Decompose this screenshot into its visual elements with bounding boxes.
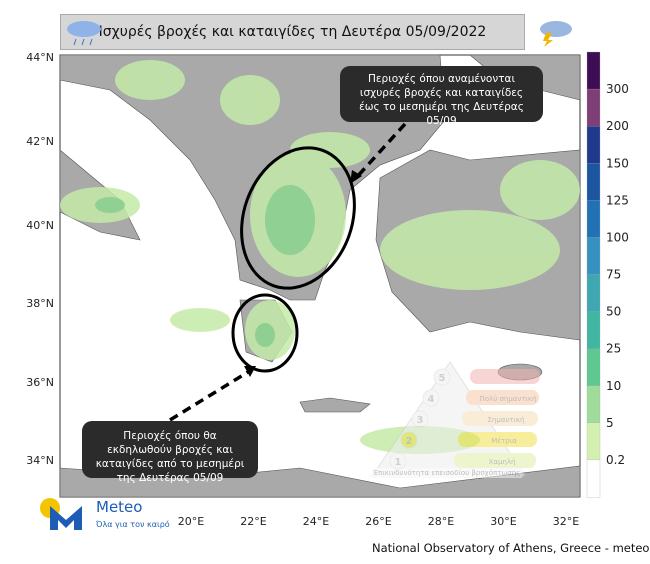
storm-icon [540, 21, 572, 47]
lon-label: 30°E [490, 515, 516, 528]
risk-bar [458, 432, 537, 447]
risk-number: 2 [406, 436, 413, 447]
colorbar-swatch [586, 126, 601, 164]
arrow [169, 370, 249, 422]
risk-caption: Επικινδυνότητα επεισοδίου βροχόπτωσης [374, 469, 521, 477]
risk-number: 4 [428, 394, 435, 405]
colorbar-swatch [586, 51, 601, 90]
risk-label: Μέτρια [491, 437, 517, 445]
highlight-ellipse [231, 293, 299, 373]
colorbar-swatch [586, 459, 601, 498]
risk-badge [411, 410, 429, 428]
risk-bar [466, 390, 539, 405]
arrowhead [350, 170, 362, 184]
lat-label: 38°N [26, 297, 54, 310]
risk-number: 5 [439, 373, 446, 384]
lon-label: 26°E [365, 515, 391, 528]
risk-number: 3 [417, 415, 424, 426]
risk-badge [389, 452, 407, 470]
colorbar-label: 50 [606, 305, 621, 319]
colorbar-swatch [586, 163, 601, 201]
risk-label: Σημαντική [488, 416, 525, 424]
risk-bar [470, 369, 540, 384]
logo-tagline: Όλα για τον καιρό [95, 519, 170, 529]
heavy-rain [95, 185, 315, 347]
lon-label: 28°E [428, 515, 454, 528]
highlight-ellipse [240, 146, 356, 290]
risk-number: 1 [395, 457, 402, 468]
colorbar-swatch [586, 311, 601, 350]
risk-label: Χαμηλή [489, 458, 516, 466]
colorbar-swatch [586, 200, 601, 239]
arrow [354, 122, 407, 180]
colorbar-label: 10 [606, 379, 621, 393]
colorbar-label: 125 [606, 193, 629, 207]
colorbar-label: 150 [606, 156, 629, 170]
caption-bg [372, 468, 522, 478]
risk-badge [400, 431, 418, 449]
rain-icon [67, 21, 101, 46]
risk-badge [433, 368, 451, 386]
risk-pyramid: Επικινδυνότητα επεισοδίου βροχόπτωσης 54… [371, 361, 540, 478]
risk-label: Πολύ σημαντική [480, 395, 537, 403]
logo: Meteo Όλα για τον καιρό [40, 498, 170, 530]
colorbar-label: 300 [606, 82, 629, 96]
colorbar-label: 25 [606, 342, 621, 356]
colorbar-swatch [586, 88, 601, 127]
logo-name: Meteo [96, 498, 142, 516]
colorbar-label: 200 [606, 119, 629, 133]
colorbar-swatch [586, 385, 601, 424]
lon-label: 24°E [303, 515, 329, 528]
colorbar-swatch [586, 348, 601, 387]
colorbar-swatch [586, 237, 601, 276]
lon-label: 32°E [553, 515, 579, 528]
lat-label: 36°N [26, 376, 54, 389]
colorbar-label: 5 [606, 416, 614, 430]
risk-bar [462, 411, 538, 426]
colorbar-label: 100 [606, 230, 629, 244]
colorbar-swatch [586, 274, 601, 313]
lat-label: 42°N [26, 135, 54, 148]
colorbar-label: 75 [606, 268, 621, 282]
lon-label: 20°E [178, 515, 204, 528]
lon-label: 22°E [240, 515, 266, 528]
logo-mark [50, 506, 82, 530]
lat-label: 44°N [26, 51, 54, 64]
footer: National Observatory of Athens, Greece -… [372, 541, 650, 555]
annotation: Περιοχές όπου θα εκδηλωθούν βροχές και κ… [82, 421, 258, 484]
arrowhead [244, 366, 256, 377]
title: Ισχυρές βροχές και καταιγίδες τη Δευτέρα… [60, 14, 525, 50]
colorbar-label: 0.2 [606, 453, 625, 467]
risk-bar [454, 453, 536, 468]
colorbar-swatch [586, 422, 601, 461]
lat-label: 34°N [26, 454, 54, 467]
risk-badge [422, 389, 440, 407]
annotation: Περιοχές όπου αναμένονται ισχυρές βροχές… [340, 66, 543, 127]
lat-label: 40°N [26, 219, 54, 232]
